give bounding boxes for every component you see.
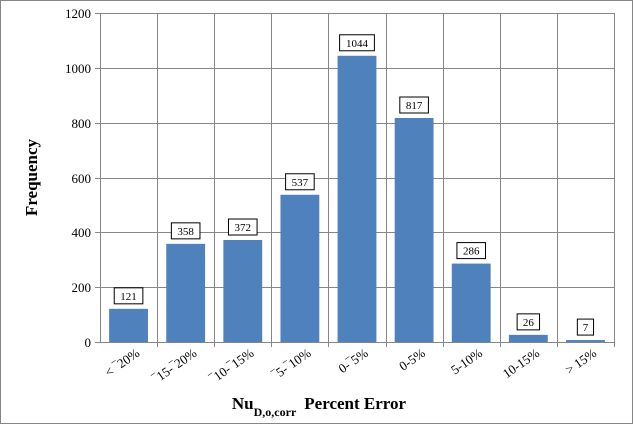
data-label-text: 26 (523, 317, 535, 329)
data-label-text: 358 (177, 226, 194, 238)
x-axis-title: NuD,o,corr Percent Error (232, 394, 407, 419)
data-label-text: 286 (463, 246, 480, 258)
bar (394, 118, 434, 343)
y-tick-label: 1200 (65, 6, 91, 21)
y-axis-title: Frequency (22, 138, 41, 216)
y-tick-label: 800 (72, 116, 92, 131)
data-label: 817 (399, 96, 429, 114)
data-label-box (227, 218, 258, 236)
x-axis-title-suffix: Percent Error (304, 394, 406, 413)
data-label: 286 (456, 242, 487, 260)
bars (109, 55, 605, 343)
data-label-text: 537 (292, 177, 309, 189)
x-tick-label: 5-10% (448, 345, 485, 377)
data-label-text: 121 (120, 291, 137, 303)
bar (280, 194, 320, 342)
x-tick-label: > 15% (562, 345, 599, 377)
bar (508, 334, 548, 342)
bar (109, 308, 148, 342)
data-label-box (170, 222, 201, 240)
y-ticks: 0 200 400 600 800 1000 1200 (65, 6, 91, 350)
data-label-text: 7 (583, 322, 589, 334)
data-label-text: 372 (235, 222, 252, 234)
data-label: 26 (516, 313, 541, 331)
data-label: 358 (170, 222, 201, 240)
data-label: 1044 (339, 34, 375, 52)
data-label-box (339, 34, 375, 52)
data-label: 537 (285, 173, 315, 191)
y-tick-label: 1000 (65, 61, 91, 76)
y-tick-label: 400 (72, 225, 92, 240)
data-label-box (456, 242, 487, 260)
x-tick-label: ‾15-‾20% (149, 345, 199, 387)
x-axis-title-subscript: D,o,corr (254, 405, 297, 419)
data-label: 7 (576, 318, 595, 336)
x-tick-label: ‾5-‾10% (269, 345, 314, 383)
data-label-box (113, 287, 144, 305)
y-tick-label: 600 (72, 171, 92, 186)
bar (451, 263, 491, 342)
x-tick-label: 0-5% (396, 345, 428, 374)
bar (566, 340, 605, 342)
data-label-box (576, 318, 595, 336)
bar (223, 240, 263, 342)
bar (337, 55, 377, 343)
x-tick-label: 10-15% (500, 345, 542, 381)
data-label-text: 817 (406, 100, 423, 112)
x-tick-label: ‾10-‾15% (206, 345, 256, 387)
data-labels: 121 358 372 537 1044 817 286 26 7 (113, 34, 595, 336)
data-label: 372 (227, 218, 258, 236)
data-label-box (516, 313, 541, 331)
x-axis-title-main: Nu (232, 394, 254, 413)
data-label-text: 1044 (346, 38, 369, 50)
x-tick-label: 0-‾5% (335, 345, 370, 376)
x-tick-label: < ‾20% (102, 345, 142, 380)
data-label: 121 (113, 287, 144, 305)
y-tick-label: 0 (85, 335, 92, 350)
bar (166, 243, 206, 342)
x-ticks: < ‾20% ‾15-‾20% ‾10-‾15% ‾5-‾10% 0-‾5% 0-5% 5-… (102, 345, 599, 387)
y-tick-label: 200 (72, 280, 92, 295)
data-label-box (399, 96, 429, 114)
data-label-box (285, 173, 315, 191)
